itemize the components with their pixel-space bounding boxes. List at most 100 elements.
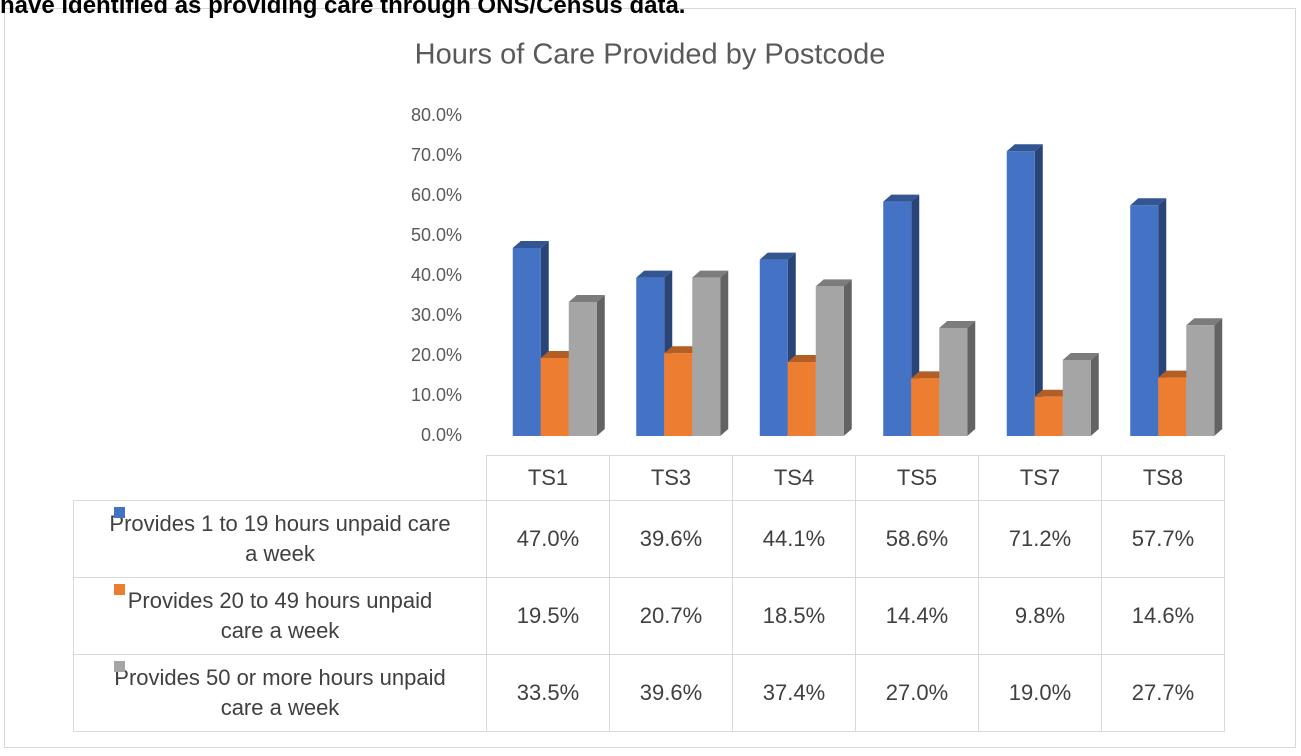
bar-top: [1034, 389, 1071, 397]
bar: [1062, 360, 1091, 436]
y-tick-label: 40.0%: [411, 265, 462, 285]
data-label: 39.6%: [609, 654, 733, 732]
data-label: 18.5%: [732, 577, 856, 655]
bar-side: [596, 295, 605, 436]
data-label: 47.0%: [486, 500, 610, 578]
bar: [664, 353, 693, 436]
table-row: Provides 20 to 49 hours unpaid care a we…: [73, 577, 1225, 655]
bar-top: [636, 270, 673, 278]
bar-top: [911, 371, 948, 379]
data-table: TS1 TS3 TS4 TS5 TS7 TS8 Provides 1 to 19 hours…: [73, 455, 1225, 732]
y-tick-label: 20.0%: [411, 345, 462, 365]
bar-side: [1034, 144, 1043, 436]
bar-group: [512, 241, 549, 436]
data-label: 27.7%: [1101, 654, 1225, 732]
bar-group: [1062, 353, 1099, 436]
data-label: 14.6%: [1101, 577, 1225, 655]
legend-swatch: [114, 584, 125, 595]
legend-swatch: [114, 507, 125, 518]
bar-side: [967, 321, 976, 436]
bar-top: [512, 241, 549, 248]
table-row: Provides 1 to 19 hours unpaid care a wee…: [73, 500, 1225, 578]
bar: [911, 378, 940, 436]
x-tick-label: TS7: [978, 455, 1102, 501]
bar: [1130, 205, 1159, 436]
data-label: 14.4%: [855, 577, 979, 655]
bar-top: [939, 321, 976, 328]
data-label: 71.2%: [978, 500, 1102, 578]
x-tick-label: TS4: [732, 455, 856, 501]
table-corner: [74, 456, 487, 501]
bar-top: [1158, 370, 1195, 378]
bar: [1186, 325, 1215, 436]
y-tick-label: 10.0%: [411, 385, 462, 405]
bar: [1034, 396, 1063, 436]
data-label: 27.0%: [855, 654, 979, 732]
data-label: 39.6%: [609, 500, 733, 578]
bar-group: [883, 194, 920, 436]
bar-top: [692, 270, 729, 278]
bar-group: [815, 279, 852, 436]
chart-frame: [4, 8, 1296, 748]
y-tick-label: 60.0%: [411, 185, 462, 205]
bar-top: [1130, 198, 1167, 206]
bar-side: [1214, 318, 1223, 436]
table-row: Provides 50 or more hours unpaid care a …: [73, 654, 1225, 732]
data-label: 33.5%: [486, 654, 610, 732]
bar: [692, 277, 721, 436]
bar: [787, 362, 816, 436]
bar-top: [787, 355, 824, 362]
data-label: 37.4%: [732, 654, 856, 732]
bar: [759, 259, 788, 436]
bar-group: [1186, 318, 1223, 436]
table-header-row: TS1 TS3 TS4 TS5 TS7 TS8: [74, 455, 1225, 501]
bar-side: [843, 279, 852, 436]
bar: [568, 302, 597, 436]
bar: [636, 277, 665, 436]
legend-cell: Provides 20 to 49 hours unpaid care a we…: [73, 577, 487, 655]
data-label: 19.0%: [978, 654, 1102, 732]
bar-top: [1006, 144, 1043, 152]
bar: [815, 286, 844, 436]
bar: [540, 358, 569, 436]
bar-top: [540, 351, 577, 358]
bar-side: [1090, 353, 1099, 436]
y-tick-label: 30.0%: [411, 305, 462, 325]
data-label: 9.8%: [978, 577, 1102, 655]
bar-group: [939, 321, 976, 436]
x-tick-label: TS5: [855, 455, 979, 501]
data-label: 57.7%: [1101, 500, 1225, 578]
data-label: 19.5%: [486, 577, 610, 655]
bar-top: [883, 194, 920, 202]
legend-swatch: [114, 661, 125, 672]
y-tick-label: 80.0%: [411, 105, 462, 125]
x-tick-label: TS8: [1101, 455, 1225, 501]
bar: [883, 201, 912, 436]
bar-group: [568, 295, 605, 436]
legend-label: Provides 1 to 19 hours unpaid care a wee…: [109, 511, 451, 566]
x-tick-label: TS1: [486, 455, 610, 501]
legend-cell: Provides 1 to 19 hours unpaid care a wee…: [73, 500, 487, 578]
bar-top: [759, 252, 796, 260]
bar: [939, 328, 968, 436]
y-tick-label: 0.0%: [421, 425, 462, 445]
bar-top: [1062, 353, 1099, 360]
bar-top: [664, 346, 701, 354]
bar-top: [568, 295, 605, 302]
legend-cell: Provides 50 or more hours unpaid care a …: [73, 654, 487, 732]
legend-label: Provides 20 to 49 hours unpaid care a we…: [127, 588, 433, 643]
data-label: 20.7%: [609, 577, 733, 655]
data-label: 58.6%: [855, 500, 979, 578]
x-tick-label: TS3: [609, 455, 733, 501]
bar-top: [815, 279, 852, 287]
data-label: 44.1%: [732, 500, 856, 578]
caption: have identified as providing care throug…: [0, 0, 686, 19]
bar: [1158, 377, 1187, 436]
bar-top: [1186, 318, 1223, 326]
bar-group: [692, 270, 729, 436]
bar-side: [720, 270, 729, 436]
chart-title: Hours of Care Provided by Postcode: [415, 39, 886, 71]
bar-group: [1006, 144, 1043, 436]
